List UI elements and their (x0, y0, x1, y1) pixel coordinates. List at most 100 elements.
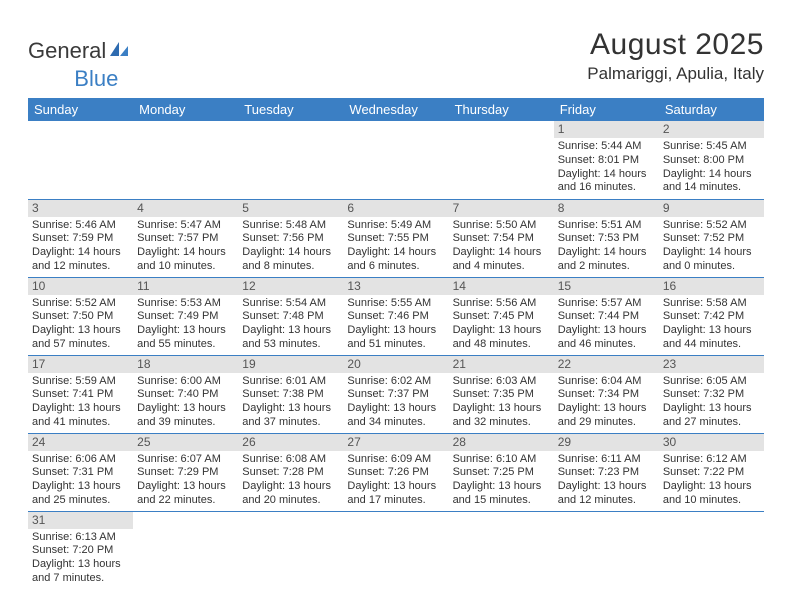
day-details: Sunrise: 6:11 AMSunset: 7:23 PMDaylight:… (554, 453, 659, 510)
daylight-text: Daylight: 14 hours (558, 246, 655, 260)
sunrise-text: Sunrise: 5:45 AM (663, 140, 760, 154)
daylight-text-2: and 12 minutes. (558, 494, 655, 508)
sunset-text: Sunset: 7:59 PM (32, 232, 129, 246)
calendar-cell: 5 Sunrise: 5:48 AMSunset: 7:56 PMDaylight… (238, 199, 343, 277)
calendar-cell: 6Sunrise: 5:49 AMSunset: 7:55 PMDaylight… (343, 199, 448, 277)
day-number: 4 (133, 200, 238, 217)
col-saturday: Saturday (659, 98, 764, 121)
daylight-text: Daylight: 13 hours (558, 480, 655, 494)
daylight-text: Daylight: 13 hours (32, 324, 129, 338)
calendar-cell (238, 511, 343, 589)
calendar-cell: 24Sunrise: 6:06 AMSunset: 7:31 PMDayligh… (28, 433, 133, 511)
sunrise-text: Sunrise: 6:09 AM (347, 453, 444, 467)
day-number: 13 (343, 278, 448, 295)
sunset-text: Sunset: 7:41 PM (32, 388, 129, 402)
calendar-cell: 4Sunrise: 5:47 AMSunset: 7:57 PMDaylight… (133, 199, 238, 277)
sunset-text: Sunset: 7:55 PM (347, 232, 444, 246)
daylight-text: Daylight: 13 hours (137, 402, 234, 416)
calendar-cell: 25Sunrise: 6:07 AMSunset: 7:29 PMDayligh… (133, 433, 238, 511)
sunrise-text: Sunrise: 5:49 AM (347, 219, 444, 233)
sunrise-text: Sunrise: 6:12 AM (663, 453, 760, 467)
daylight-text: Daylight: 13 hours (558, 324, 655, 338)
sunset-text: Sunset: 8:00 PM (663, 154, 760, 168)
sunset-text: Sunset: 7:23 PM (558, 466, 655, 480)
sunset-text: Sunset: 7:26 PM (347, 466, 444, 480)
daylight-text: Daylight: 14 hours (137, 246, 234, 260)
daylight-text-2: and 37 minutes. (242, 416, 339, 430)
calendar-cell: 12Sunrise: 5:54 AMSunset: 7:48 PMDayligh… (238, 277, 343, 355)
calendar-table: Sunday Monday Tuesday Wednesday Thursday… (28, 98, 764, 589)
calendar-cell: 1Sunrise: 5:44 AMSunset: 8:01 PMDaylight… (554, 121, 659, 199)
day-details: Sunrise: 6:13 AMSunset: 7:20 PMDaylight:… (28, 531, 133, 588)
day-details: Sunrise: 5:58 AMSunset: 7:42 PMDaylight:… (659, 297, 764, 354)
day-details: Sunrise: 6:06 AMSunset: 7:31 PMDaylight:… (28, 453, 133, 510)
day-details: Sunrise: 6:10 AMSunset: 7:25 PMDaylight:… (449, 453, 554, 510)
daylight-text: Daylight: 13 hours (347, 480, 444, 494)
sunset-text: Sunset: 7:31 PM (32, 466, 129, 480)
day-number: 27 (343, 434, 448, 451)
day-details: Sunrise: 5:56 AMSunset: 7:45 PMDaylight:… (449, 297, 554, 354)
daylight-text-2: and 17 minutes. (347, 494, 444, 508)
sunrise-text: Sunrise: 5:57 AM (558, 297, 655, 311)
calendar-cell: 11Sunrise: 5:53 AMSunset: 7:49 PMDayligh… (133, 277, 238, 355)
day-number: 5 (238, 200, 343, 217)
day-details: Sunrise: 5:50 AMSunset: 7:54 PMDaylight:… (449, 219, 554, 276)
sunset-text: Sunset: 7:34 PM (558, 388, 655, 402)
day-details: Sunrise: 5:55 AMSunset: 7:46 PMDaylight:… (343, 297, 448, 354)
sunset-text: Sunset: 7:48 PM (242, 310, 339, 324)
day-number: 2 (659, 121, 764, 138)
daylight-text-2: and 27 minutes. (663, 416, 760, 430)
day-number: 17 (28, 356, 133, 373)
sunset-text: Sunset: 7:42 PM (663, 310, 760, 324)
daylight-text-2: and 57 minutes. (32, 338, 129, 352)
calendar-cell: 10Sunrise: 5:52 AMSunset: 7:50 PMDayligh… (28, 277, 133, 355)
day-number: 1 (554, 121, 659, 138)
sunset-text: Sunset: 7:52 PM (663, 232, 760, 246)
col-thursday: Thursday (449, 98, 554, 121)
day-details: Sunrise: 5:53 AMSunset: 7:49 PMDaylight:… (133, 297, 238, 354)
daylight-text-2: and 7 minutes. (32, 572, 129, 586)
calendar-cell (343, 121, 448, 199)
day-number: 20 (343, 356, 448, 373)
daylight-text-2: and 55 minutes. (137, 338, 234, 352)
col-tuesday: Tuesday (238, 98, 343, 121)
day-number: 3 (28, 200, 133, 217)
daylight-text: Daylight: 13 hours (242, 402, 339, 416)
day-details: Sunrise: 5:59 AMSunset: 7:41 PMDaylight:… (28, 375, 133, 432)
day-details: Sunrise: 5:48 AMSunset: 7:56 PMDaylight:… (238, 219, 343, 276)
daylight-text-2: and 16 minutes. (558, 181, 655, 195)
calendar-cell: 15Sunrise: 5:57 AMSunset: 7:44 PMDayligh… (554, 277, 659, 355)
day-number: 29 (554, 434, 659, 451)
sunrise-text: Sunrise: 6:03 AM (453, 375, 550, 389)
sunrise-text: Sunrise: 5:53 AM (137, 297, 234, 311)
calendar-cell: 2Sunrise: 5:45 AMSunset: 8:00 PMDaylight… (659, 121, 764, 199)
daylight-text: Daylight: 13 hours (663, 324, 760, 338)
daylight-text-2: and 12 minutes. (32, 260, 129, 274)
sunrise-text: Sunrise: 6:02 AM (347, 375, 444, 389)
calendar-cell: 21Sunrise: 6:03 AMSunset: 7:35 PMDayligh… (449, 355, 554, 433)
daylight-text-2: and 29 minutes. (558, 416, 655, 430)
daylight-text-2: and 20 minutes. (242, 494, 339, 508)
daylight-text-2: and 25 minutes. (32, 494, 129, 508)
sunrise-text: Sunrise: 5:55 AM (347, 297, 444, 311)
daylight-text: Daylight: 13 hours (32, 480, 129, 494)
daylight-text: Daylight: 14 hours (453, 246, 550, 260)
sunrise-text: Sunrise: 6:01 AM (242, 375, 339, 389)
day-number: 28 (449, 434, 554, 451)
calendar-row: 24Sunrise: 6:06 AMSunset: 7:31 PMDayligh… (28, 433, 764, 511)
day-details: Sunrise: 6:08 AMSunset: 7:28 PMDaylight:… (238, 453, 343, 510)
day-number: 15 (554, 278, 659, 295)
daylight-text: Daylight: 14 hours (558, 168, 655, 182)
daylight-text-2: and 41 minutes. (32, 416, 129, 430)
sunrise-text: Sunrise: 5:50 AM (453, 219, 550, 233)
day-details: Sunrise: 6:09 AMSunset: 7:26 PMDaylight:… (343, 453, 448, 510)
sunrise-text: Sunrise: 6:07 AM (137, 453, 234, 467)
logo: General (28, 28, 132, 64)
calendar-row: 1Sunrise: 5:44 AMSunset: 8:01 PMDaylight… (28, 121, 764, 199)
calendar-cell (238, 121, 343, 199)
calendar-row: 10Sunrise: 5:52 AMSunset: 7:50 PMDayligh… (28, 277, 764, 355)
sunrise-text: Sunrise: 6:11 AM (558, 453, 655, 467)
day-number: 26 (238, 434, 343, 451)
day-number: 25 (133, 434, 238, 451)
day-number: 6 (343, 200, 448, 217)
